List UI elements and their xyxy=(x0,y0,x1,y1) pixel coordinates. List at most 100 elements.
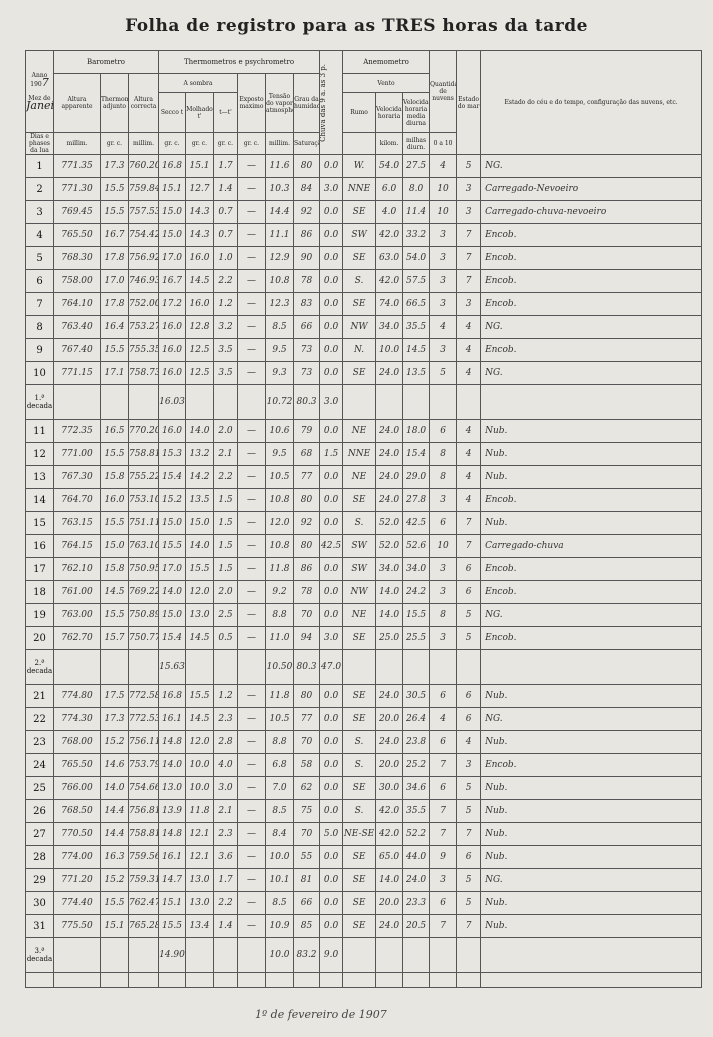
unit: gr. c. xyxy=(185,132,214,155)
cell: 0.0 xyxy=(319,753,344,777)
cell: 13.0 xyxy=(185,891,214,915)
cell: 4 xyxy=(456,442,482,466)
cell: 774.40 xyxy=(53,891,101,915)
cell xyxy=(213,649,238,685)
unit: millim. xyxy=(53,132,101,155)
cell: 14.3 xyxy=(185,223,214,247)
cell: 55 xyxy=(292,845,321,869)
cell: 4 xyxy=(456,488,482,512)
cell: 9.2 xyxy=(265,580,294,604)
cell: 0.0 xyxy=(319,511,344,535)
cell: 14.3 xyxy=(185,200,214,224)
day-row: 19 763.00 15.5 750.89 15.0 13.0 2.5—8.8 70 0.0 NE… xyxy=(25,603,703,627)
unit: gr. c. xyxy=(213,132,238,155)
cell: 70 xyxy=(292,822,321,846)
cell: 47.0 xyxy=(319,649,344,685)
cell: — xyxy=(237,603,266,627)
cell: 14.8 xyxy=(158,730,186,754)
cell: 0.0 xyxy=(319,292,344,316)
cell: 11.6 xyxy=(265,154,294,178)
cell: 4 xyxy=(429,707,458,731)
cell: 3.5 xyxy=(213,338,238,362)
cell: 7 xyxy=(429,799,458,823)
cell: 80 xyxy=(292,684,321,708)
cell: 14.0 xyxy=(375,580,404,604)
cell: 14.8 xyxy=(158,822,186,846)
cell: 12.1 xyxy=(185,845,214,869)
cell: Nub. xyxy=(480,914,703,938)
cell: 3.0 xyxy=(319,177,344,201)
cell: 17.2 xyxy=(158,292,186,316)
cell: 15.0 xyxy=(185,511,214,535)
cell: 6 xyxy=(429,730,458,754)
cell: 2.0 xyxy=(213,419,238,443)
cell: — xyxy=(237,315,266,339)
table-body: 1 771.35 17.3 760.20 16.8 15.1 1.7—11.6 80 0.0 W.… xyxy=(25,154,703,988)
cell: 16.3 xyxy=(100,845,129,869)
cell: 84 xyxy=(292,177,321,201)
cell: 16.8 xyxy=(158,154,186,178)
cell: 12.0 xyxy=(265,511,294,535)
month: Janeiro xyxy=(26,99,54,112)
cell: 73 xyxy=(292,338,321,362)
cell: 0.0 xyxy=(319,603,344,627)
cell: Encob. xyxy=(480,223,703,247)
cell: 3.6 xyxy=(213,845,238,869)
cell: 21 xyxy=(25,684,54,708)
cell: 75 xyxy=(292,799,321,823)
cell: 5 xyxy=(456,154,482,178)
cell: 774.00 xyxy=(53,845,101,869)
cell: 8.8 xyxy=(265,730,294,754)
cell: 28 xyxy=(25,845,54,869)
cell: 29.0 xyxy=(402,465,431,489)
cell: 11.0 xyxy=(265,626,294,650)
cell: NNE xyxy=(342,177,377,201)
cell: 3 xyxy=(429,580,458,604)
day-row: 12 771.00 15.5 758.81 15.3 13.2 2.1—9.5 68 1.5 NN… xyxy=(25,442,703,466)
column-header: Velocidade horaria xyxy=(375,92,404,133)
title: Folha de registro para as TRES horas da … xyxy=(125,16,588,36)
cell: — xyxy=(237,269,266,293)
cell: 2.5 xyxy=(213,603,238,627)
cell: 90 xyxy=(292,246,321,270)
cell: 12.8 xyxy=(185,315,214,339)
cell: 6 xyxy=(429,684,458,708)
cell: 771.00 xyxy=(53,442,101,466)
cell: 3 xyxy=(429,269,458,293)
cell xyxy=(128,937,159,973)
cell: 15.5 xyxy=(185,684,214,708)
unit: gr. c. xyxy=(237,132,266,155)
cell: 16.8 xyxy=(158,684,186,708)
cell: 4 xyxy=(456,315,482,339)
cell: NG. xyxy=(480,361,703,385)
cell: S. xyxy=(342,269,377,293)
cell: NG. xyxy=(480,603,703,627)
cell: 11.8 xyxy=(265,684,294,708)
cell: 20.0 xyxy=(375,707,404,731)
cell: 5 xyxy=(429,361,458,385)
cell: 13.4 xyxy=(185,914,214,938)
cell xyxy=(100,937,129,973)
cell: 763.00 xyxy=(53,603,101,627)
cell: 0.0 xyxy=(319,361,344,385)
cell: 15.5 xyxy=(100,891,129,915)
cell: 80.3 xyxy=(292,384,321,420)
cell xyxy=(237,937,266,973)
cell: 5 xyxy=(456,799,482,823)
cell: NW xyxy=(342,315,377,339)
cell: 24.2 xyxy=(402,580,431,604)
cell: 18.0 xyxy=(402,419,431,443)
cell: 15.1 xyxy=(100,914,129,938)
cell: 42.0 xyxy=(375,223,404,247)
header-row: Secco t Molhado t' t—t' Rumo Velocidade … xyxy=(26,92,702,133)
cell: 15.4 xyxy=(158,465,186,489)
day-row: 29 771.20 15.2 759.31 14.7 13.0 1.7—10.1 81 0.0 S… xyxy=(25,868,703,892)
cell: 0.0 xyxy=(319,419,344,443)
cell: 772.35 xyxy=(53,419,101,443)
cell: 78 xyxy=(292,269,321,293)
cell xyxy=(375,649,404,685)
blank-row xyxy=(25,972,703,988)
cell: SE xyxy=(342,914,377,938)
day-row: 5 768.30 17.8 756.92 17.0 16.0 1.0—12.9 90 0.0 SE… xyxy=(25,246,703,270)
